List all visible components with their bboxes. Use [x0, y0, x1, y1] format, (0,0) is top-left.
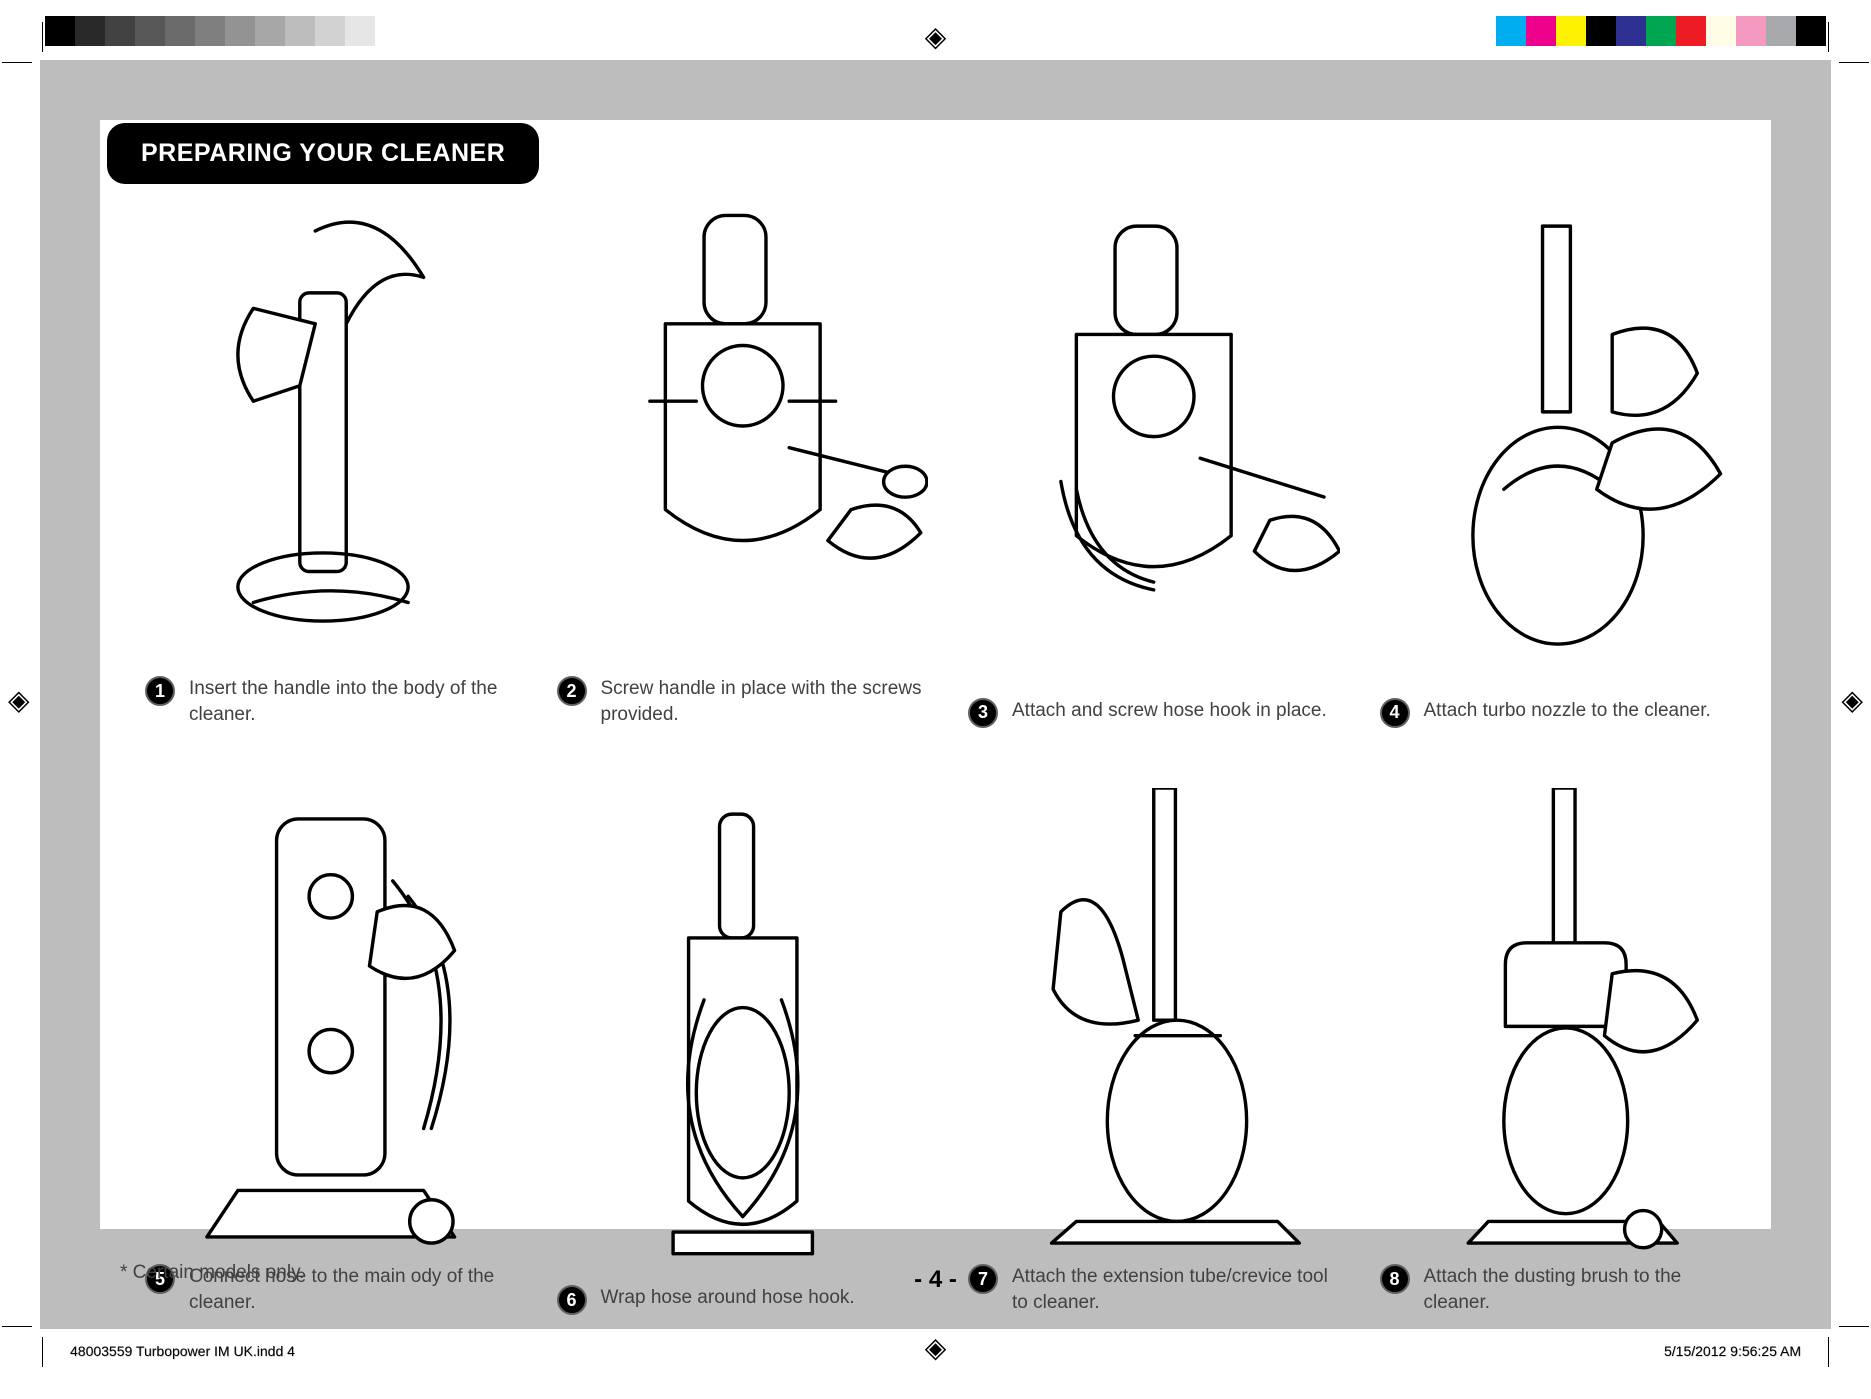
step-number-badge: 4	[1380, 698, 1410, 728]
registration-mark-icon: ◈	[1841, 683, 1863, 716]
swatch-icon	[255, 16, 285, 46]
swatch-icon	[75, 16, 105, 46]
step-caption: Screw handle in place with the screws pr…	[601, 676, 929, 727]
steps-grid: 1 Insert the handle into the body of the…	[145, 200, 1751, 1199]
color-calibration-bar	[1496, 16, 1826, 46]
swatch-icon	[1556, 16, 1586, 46]
step-caption: Attach turbo nozzle to the cleaner.	[1424, 698, 1711, 724]
step-illustration-icon	[557, 200, 929, 664]
step-number-badge: 1	[145, 676, 175, 706]
swatch-icon	[1766, 16, 1796, 46]
step-6: 6 Wrap hose around hose hook.	[557, 788, 929, 1316]
indesign-slug-filename: 48003559 Turbopower IM UK.indd 4	[70, 1343, 295, 1359]
step-number-badge: 3	[968, 698, 998, 728]
step-number-badge: 2	[557, 676, 587, 706]
step-caption: Attach and screw hose hook in place.	[1012, 698, 1327, 724]
step-number-badge: 8	[1380, 1264, 1410, 1294]
swatch-icon	[1496, 16, 1526, 46]
swatch-icon	[1526, 16, 1556, 46]
footnote: * Certain models only.	[120, 1262, 304, 1284]
step-7: 7 Attach the extension tube/crevice tool…	[968, 788, 1340, 1316]
step-5: 5 Connect hose to the main ody of the cl…	[145, 788, 517, 1316]
registration-mark-icon: ◈	[8, 683, 30, 716]
swatch-icon	[45, 16, 75, 46]
indesign-slug-datetime: 5/15/2012 9:56:25 AM	[1664, 1343, 1801, 1359]
swatch-icon	[345, 16, 375, 46]
swatch-icon	[1676, 16, 1706, 46]
step-number-badge: 6	[557, 1285, 587, 1315]
swatch-icon	[105, 16, 135, 46]
step-1: 1 Insert the handle into the body of the…	[145, 200, 517, 728]
step-caption: Attach the dusting brush to the cleaner.	[1424, 1264, 1752, 1315]
section-header: PREPARING YOUR CLEANER	[107, 123, 539, 184]
step-caption: Insert the handle into the body of the c…	[189, 676, 517, 727]
swatch-icon	[165, 16, 195, 46]
swatch-icon	[195, 16, 225, 46]
step-illustration-icon	[557, 788, 929, 1274]
swatch-icon	[1586, 16, 1616, 46]
swatch-icon	[315, 16, 345, 46]
step-illustration-icon	[145, 788, 517, 1252]
swatch-icon	[1616, 16, 1646, 46]
grayscale-calibration-bar	[45, 16, 375, 46]
swatch-icon	[225, 16, 255, 46]
step-illustration-icon	[1380, 788, 1752, 1252]
page-number: - 4 -	[914, 1266, 957, 1294]
swatch-icon	[1736, 16, 1766, 46]
swatch-icon	[1646, 16, 1676, 46]
step-caption: Attach the extension tube/crevice tool t…	[1012, 1264, 1340, 1315]
swatch-icon	[1706, 16, 1736, 46]
registration-mark-icon: ◈	[925, 1331, 947, 1364]
step-number-badge: 7	[968, 1264, 998, 1294]
registration-mark-icon: ◈	[925, 20, 947, 53]
swatch-icon	[1796, 16, 1826, 46]
step-4: 4 Attach turbo nozzle to the cleaner.	[1380, 200, 1752, 728]
step-illustration-icon	[1380, 200, 1752, 686]
swatch-icon	[285, 16, 315, 46]
step-illustration-icon	[145, 200, 517, 664]
step-3: 3 Attach and screw hose hook in place.	[968, 200, 1340, 728]
step-8: 8 Attach the dusting brush to the cleane…	[1380, 788, 1752, 1316]
step-illustration-icon	[968, 200, 1340, 686]
step-caption: Wrap hose around hose hook.	[601, 1285, 855, 1311]
swatch-icon	[135, 16, 165, 46]
step-2: 2 Screw handle in place with the screws …	[557, 200, 929, 728]
step-illustration-icon	[968, 788, 1340, 1252]
